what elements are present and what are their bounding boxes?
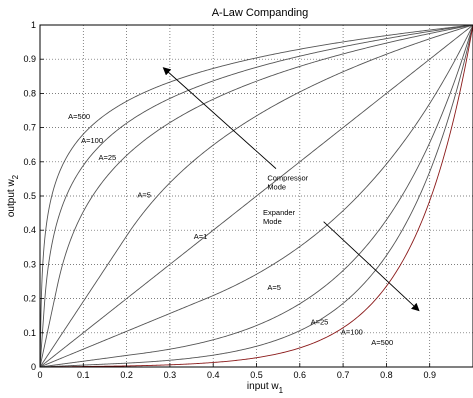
x-axis-label: input w1: [247, 381, 284, 395]
curve-label: A=25: [98, 153, 116, 162]
y-tick-label: 0.1: [23, 328, 36, 338]
y-tick-label: 0.2: [23, 294, 36, 304]
curve-label: A=100: [341, 328, 363, 337]
y-axis-label: output w2: [6, 174, 20, 217]
chart-title: A-Law Companding: [212, 7, 309, 19]
series-line-compressor-a25: [39, 24, 473, 368]
series-line-expander-a5: [39, 24, 473, 368]
x-tick-label: 0.1: [77, 370, 90, 380]
x-tick-label: 0.2: [120, 370, 133, 380]
series-line-compressor-a5: [39, 24, 473, 368]
y-tick-label: 0: [31, 362, 36, 372]
y-tick-label: 1: [31, 20, 36, 30]
y-tick-label: 0.9: [23, 54, 36, 64]
curve-label: A=100: [81, 136, 103, 145]
x-tick-label: 0.8: [380, 370, 393, 380]
x-tick-label: 0.5: [250, 370, 263, 380]
mode-annotation: Compressor Mode: [267, 174, 308, 192]
x-tick-label: 0.4: [207, 370, 220, 380]
plot-frame: [39, 24, 473, 368]
curve-labels: A=500 A=100 A=25 A=5 A=1 A=5 A=25 A=100 A=500: [68, 112, 393, 347]
series-line-compressor-a100: [39, 24, 473, 368]
curve-label: A=500: [68, 112, 90, 121]
x-tick-label: 0.3: [164, 370, 177, 380]
series-line-linear-a1: [39, 24, 473, 368]
curve-label: A=5: [137, 191, 151, 200]
y-tick-label: 0.4: [23, 225, 36, 235]
y-tick-label: 0.5: [23, 191, 36, 201]
curve-label: A=500: [371, 338, 393, 347]
mode-arrow: [323, 221, 420, 312]
mode-annotations: Compressor Mode Expander Mode: [162, 67, 420, 312]
y-tick-label: 0.3: [23, 259, 36, 269]
tick-labels: 0 0.1 0.2 0.3 0.4 0.5 0.6 0.7 0.8 0.9 0 0.1 0.2 0.3 0.…: [23, 20, 435, 380]
curve-label: A=1: [194, 232, 208, 241]
series-line-expander-a100: [40, 24, 473, 368]
x-tick-label: 0.6: [294, 370, 307, 380]
y-tick-label: 0.6: [23, 157, 36, 167]
curve-label: A=5: [267, 283, 281, 292]
mode-arrow: [162, 67, 277, 169]
series-line-expander-a25: [39, 24, 473, 368]
grid: [40, 25, 473, 367]
x-tick-label: 0.7: [337, 370, 350, 380]
x-tick-label: 0: [37, 370, 42, 380]
y-tick-label: 0.8: [23, 88, 36, 98]
x-tick-label: 0.9: [423, 370, 436, 380]
mode-annotation: Expander Mode: [263, 208, 296, 226]
curve-label: A=25: [311, 317, 329, 326]
series-line-compressor-a500: [39, 24, 473, 368]
y-tick-label: 0.7: [23, 123, 36, 133]
